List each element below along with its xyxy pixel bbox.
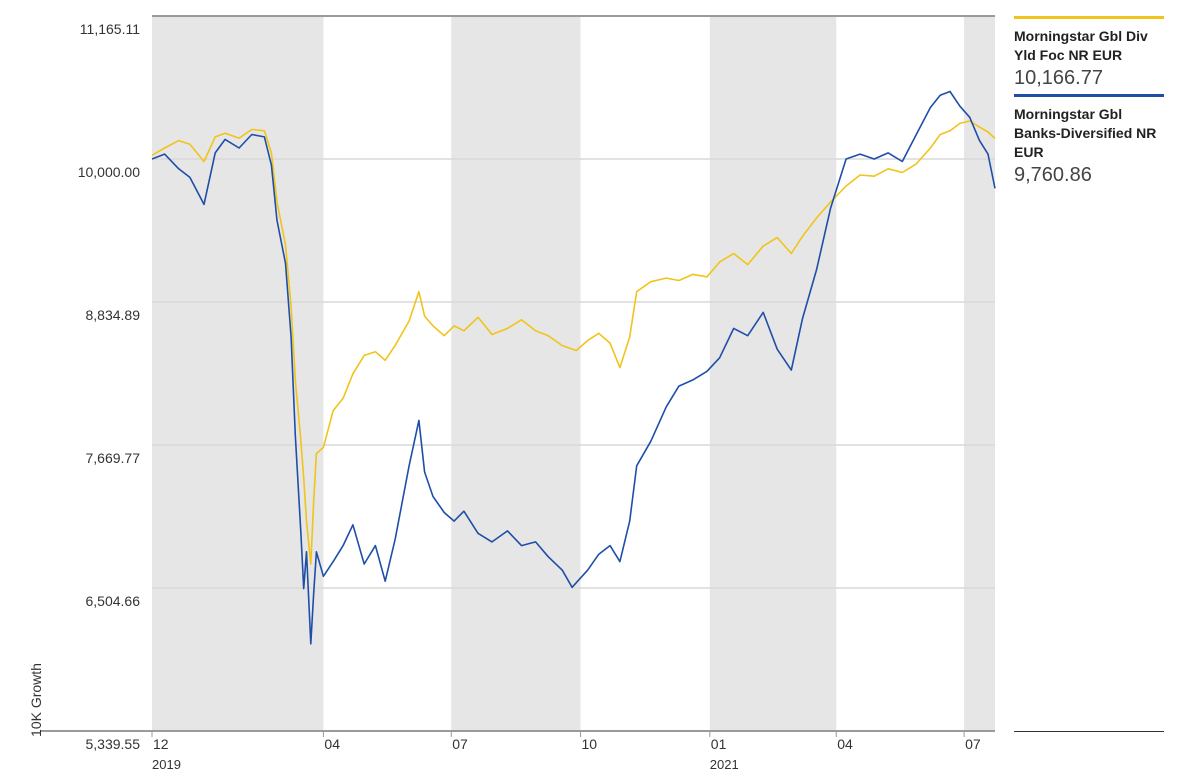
shaded-band-2 — [709, 16, 837, 731]
shaded-band-0 — [152, 16, 324, 731]
y-axis-label: 10K Growth — [28, 663, 44, 737]
x-axis: 12 2019 04 07 10 01 2021 04 07 — [151, 731, 981, 772]
shaded-band-1 — [451, 16, 581, 731]
legend-bottom-rule — [1014, 731, 1164, 732]
legend-item-1: Morningstar Gbl Banks-Diversified NR EUR… — [1014, 94, 1164, 187]
legend: Morningstar Gbl Div Yld Foc NR EUR 10,166… — [1014, 16, 1164, 191]
shaded-bands — [152, 16, 995, 731]
x-tick-label: 04 — [324, 736, 340, 752]
x-tick-label: 01 — [711, 736, 727, 752]
legend-series-value: 9,760.86 — [1014, 164, 1092, 186]
x-tick-label: 07 — [452, 736, 468, 752]
shaded-band-3 — [964, 16, 995, 731]
legend-series-value: 10,166.77 — [1014, 67, 1103, 89]
y-tick-label: 10,000.00 — [78, 164, 140, 180]
y-tick-label: 5,339.55 — [86, 736, 141, 752]
x-tick-label: 12 — [153, 736, 169, 752]
x-tick-year: 2019 — [152, 757, 181, 772]
x-tick-label: 10 — [582, 736, 598, 752]
y-axis: 11,165.11 10,000.00 8,834.89 7,669.77 6,504.… — [78, 21, 141, 752]
series-line-0 — [151, 120, 996, 565]
x-tick-year: 2021 — [710, 757, 739, 772]
y-tick-label: 6,504.66 — [86, 593, 141, 609]
x-tick-label: 07 — [965, 736, 981, 752]
legend-item-0: Morningstar Gbl Div Yld Foc NR EUR 10,166… — [1014, 16, 1164, 90]
gridlines — [40, 15, 995, 732]
y-tick-label: 11,165.11 — [80, 21, 140, 37]
series-line-1 — [151, 90, 996, 645]
series-lines — [151, 90, 996, 645]
y-tick-label: 7,669.77 — [86, 450, 141, 466]
legend-series-name: Morningstar Gbl Banks-Diversified NR EUR — [1014, 106, 1157, 160]
x-tick-label: 04 — [837, 736, 853, 752]
legend-series-name: Morningstar Gbl Div Yld Foc NR EUR — [1014, 28, 1148, 63]
y-tick-label: 8,834.89 — [86, 307, 141, 323]
